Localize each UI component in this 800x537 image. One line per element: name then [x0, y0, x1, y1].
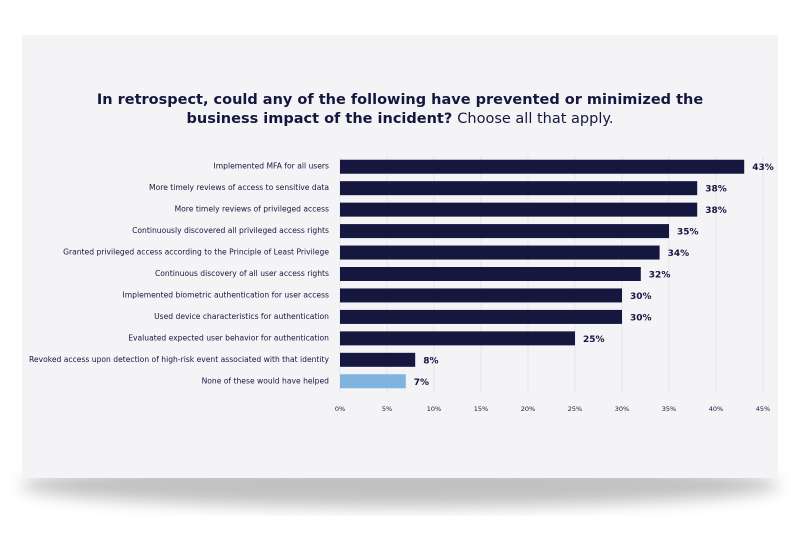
- bar: [340, 331, 575, 346]
- bar: [340, 224, 669, 239]
- category-label: Continuously discovered all privileged a…: [132, 226, 329, 235]
- chart-title: In retrospect, could any of the followin…: [97, 92, 704, 108]
- x-tick-label: 20%: [521, 405, 535, 413]
- category-label: More timely reviews of privileged access: [175, 205, 329, 214]
- x-tick-label: 5%: [382, 405, 392, 413]
- bar: [340, 159, 745, 174]
- value-label: 30%: [630, 313, 652, 323]
- category-label: More timely reviews of access to sensiti…: [149, 183, 329, 192]
- bar: [340, 202, 698, 217]
- bar: [340, 288, 622, 303]
- category-label: Implemented biometric authentication for…: [123, 290, 330, 299]
- x-tick-label: 40%: [709, 405, 723, 413]
- x-tick-label: 0%: [335, 405, 345, 413]
- value-label: 38%: [705, 206, 727, 216]
- chart-title-line: business impact of the incident? Choose a…: [187, 111, 614, 127]
- category-label: Granted privileged access according to t…: [63, 248, 329, 257]
- x-tick-label: 30%: [615, 405, 629, 413]
- value-label: 8%: [423, 356, 438, 366]
- value-label: 30%: [630, 292, 652, 302]
- category-label: Implemented MFA for all users: [214, 162, 330, 171]
- x-tick-label: 10%: [427, 405, 441, 413]
- category-label: Evaluated expected user behavior for aut…: [128, 333, 329, 342]
- value-label: 7%: [414, 378, 429, 388]
- category-label: None of these would have helped: [202, 376, 330, 385]
- value-label: 32%: [649, 271, 671, 281]
- category-label: Continuous discovery of all user access …: [155, 269, 329, 278]
- value-label: 38%: [705, 185, 727, 195]
- value-label: 25%: [583, 335, 605, 345]
- x-tick-label: 35%: [662, 405, 676, 413]
- chart-subtitle: Choose all that apply.: [457, 111, 613, 127]
- x-tick-label: 25%: [568, 405, 582, 413]
- value-label: 43%: [752, 163, 774, 173]
- category-label: Used device characteristics for authenti…: [154, 312, 329, 321]
- bar: [340, 181, 698, 196]
- x-tick-label: 15%: [474, 405, 488, 413]
- value-label: 34%: [668, 249, 690, 259]
- bar: [340, 309, 622, 324]
- bar: [340, 352, 416, 367]
- value-label: 35%: [677, 228, 699, 238]
- category-label: Revoked access upon detection of high-ri…: [29, 355, 330, 364]
- bar: [340, 267, 641, 281]
- bar: [340, 374, 406, 389]
- chart-title: business impact of the incident?: [187, 111, 453, 127]
- bar: [340, 245, 660, 260]
- x-tick-label: 45%: [756, 405, 770, 413]
